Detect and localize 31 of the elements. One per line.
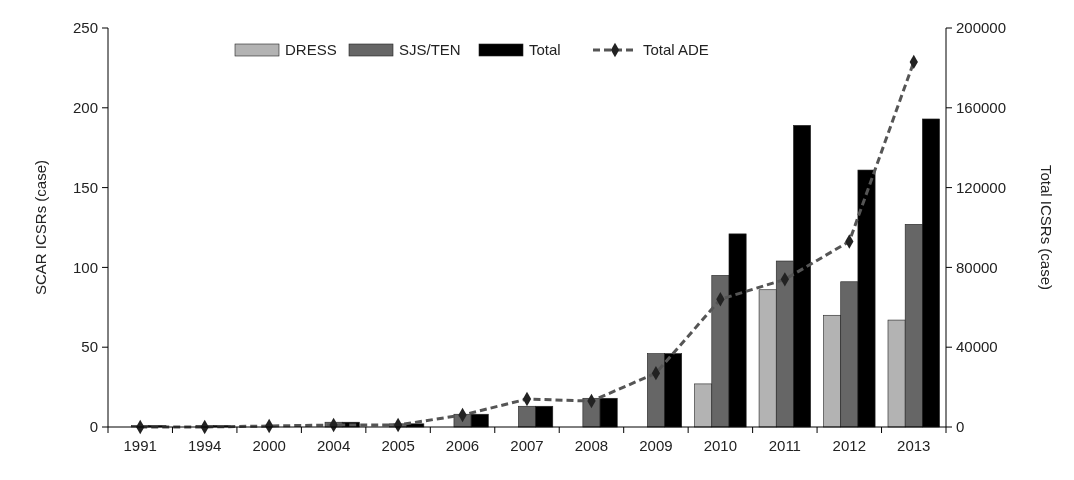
y2-axis-title: Total ICSRs (case) [1038, 164, 1055, 291]
y2-tick-label: 120000 [956, 178, 1007, 196]
y2-tick-label: 200000 [956, 19, 1007, 37]
y-tick-label: 50 [81, 338, 98, 356]
x-tick-label: 2010 [703, 437, 738, 454]
x-tick-label: 1994 [188, 437, 222, 454]
y2-tick-label: 40000 [956, 338, 998, 356]
x-tick-label: 1991 [123, 437, 157, 454]
y-tick-label: 200 [72, 99, 98, 117]
x-tick-label: 2009 [639, 437, 673, 454]
x-tick-label: 2000 [252, 437, 286, 454]
x-tick-label: 2008 [574, 437, 609, 454]
x-tick-label: 2011 [768, 437, 801, 454]
y2-tick-label: 0 [956, 418, 965, 436]
y-tick-label: 150 [72, 178, 98, 196]
legend-label: DRESS [285, 41, 337, 59]
x-tick-label: 2005 [381, 437, 415, 454]
legend-label: SJS/TEN [399, 41, 461, 59]
y-axis-title: SCAR ICSRs (case) [32, 159, 49, 296]
x-tick-label: 2007 [510, 437, 544, 454]
y-tick-label: 250 [72, 19, 98, 37]
legend-label: Total ADE [643, 41, 709, 59]
x-tick-label: 2006 [445, 437, 480, 454]
x-tick-label: 2013 [897, 437, 931, 454]
x-tick-label: 2012 [832, 437, 866, 454]
y-tick-label: 0 [89, 418, 98, 436]
y2-tick-label: 160000 [956, 99, 1007, 117]
y-tick-label: 100 [72, 258, 98, 276]
x-tick-label: 2004 [316, 437, 351, 454]
y2-tick-label: 80000 [956, 258, 998, 276]
legend-label: Total [529, 41, 561, 59]
